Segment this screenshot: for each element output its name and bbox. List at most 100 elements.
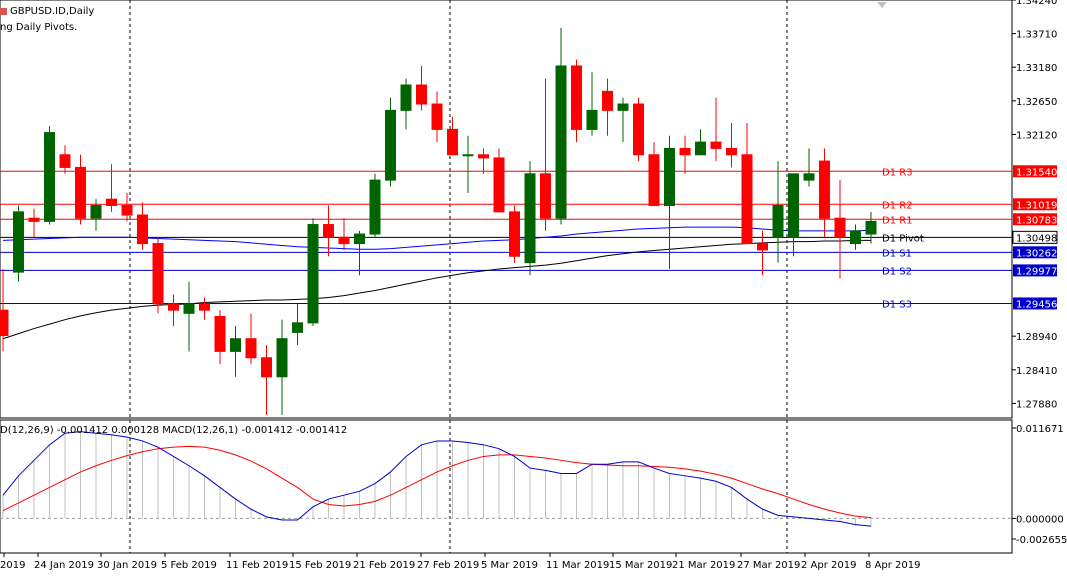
candle-body [28, 217, 40, 222]
indicator-label: ng Daily Pivots. [0, 22, 78, 33]
pivot-level-label: D1 R3 [882, 167, 913, 178]
date-axis-label: 2019 [0, 560, 25, 571]
candle-body [602, 90, 613, 111]
candle-body [230, 338, 241, 352]
candle-body [0, 309, 9, 337]
scroll-marker-icon [877, 2, 887, 8]
candle-body [648, 154, 660, 207]
candle-body [617, 103, 629, 111]
candle-body [524, 173, 536, 264]
price-axis-label: 1.33710 [1016, 30, 1057, 41]
candle-body [710, 141, 722, 149]
pivot-level-label: D1 S2 [882, 266, 912, 277]
pivot-level-label: D1 S3 [882, 299, 912, 310]
price-level-box [1013, 297, 1057, 310]
candle-body [261, 357, 272, 378]
price-axis-label: 1.27880 [1016, 399, 1057, 410]
macd-signal-line [2, 445, 872, 519]
candle-body [183, 303, 195, 314]
price-level-box [1013, 198, 1057, 211]
candle-body [540, 173, 551, 219]
candle-body [292, 322, 303, 333]
candle-body [478, 154, 489, 159]
candle-body [400, 84, 412, 111]
candle-body [679, 147, 691, 156]
candle-body [555, 65, 567, 219]
candle-body [369, 179, 381, 235]
macd-axis-label: 0.000000 [1016, 514, 1064, 525]
symbol-badge-icon [0, 7, 7, 15]
current-price-box [1012, 230, 1058, 244]
candle-body [245, 338, 257, 359]
candle-body [571, 65, 582, 130]
candle-body [276, 338, 288, 378]
candle-body [850, 230, 861, 245]
date-axis-label: 11 Mar 2019 [546, 560, 609, 571]
date-axis-label: 11 Feb 2019 [226, 560, 288, 571]
candle-body [695, 141, 706, 156]
candle-body [493, 157, 505, 213]
candle-body [726, 147, 737, 156]
date-axis-label: 21 Mar 2019 [672, 560, 735, 571]
macd-axis-label: -0.002655 [1016, 535, 1067, 546]
candle-body [741, 154, 753, 245]
pivot-level-label: D1 Pivot [882, 233, 924, 244]
candle-body [13, 211, 24, 273]
date-axis-label: 27 Feb 2019 [417, 560, 479, 571]
price-level-box-label: 1.30783 [1016, 215, 1057, 226]
candle-body [90, 205, 102, 219]
candle-body [865, 220, 877, 235]
candle-body [354, 233, 365, 245]
date-axis-label: 30 Jan 2019 [97, 560, 157, 571]
price-axis-label: 1.32120 [1016, 130, 1057, 141]
price-axis-label: 1.28940 [1016, 332, 1057, 343]
pivot-level-label: D1 R2 [882, 200, 913, 211]
price-level-box [1013, 264, 1057, 277]
main-panel-frame [0, 0, 1013, 419]
date-axis-label: 8 Apr 2019 [865, 560, 920, 571]
candle-body [834, 217, 846, 238]
candle-body [385, 109, 396, 181]
price-level-box-label: 1.29456 [1016, 299, 1057, 310]
candle-body [137, 214, 148, 245]
price-axis-label: 1.32650 [1016, 97, 1057, 108]
pivot-level-label: D1 S1 [882, 248, 912, 259]
candle-body [431, 103, 443, 130]
candle-body [59, 154, 71, 168]
macd-main-line [2, 431, 872, 527]
candle-body [168, 303, 179, 311]
date-axis-label: 15 Feb 2019 [289, 560, 351, 571]
macd-axis-label: 0.011671 [1016, 424, 1064, 435]
date-axis-label: 5 Feb 2019 [161, 560, 217, 571]
date-axis-label: 5 Mar 2019 [481, 560, 538, 571]
candle-body [447, 128, 458, 156]
candle-body [307, 224, 319, 324]
candle-body [44, 132, 55, 222]
price-axis-label: 1.28410 [1016, 366, 1057, 377]
candle-body [819, 160, 830, 219]
date-axis-label: 21 Feb 2019 [353, 560, 415, 571]
price-level-box [1013, 165, 1057, 178]
moving-average-long [2, 239, 871, 340]
price-level-box-label: 1.29977 [1016, 266, 1057, 277]
date-axis-label: 27 Mar 2019 [737, 560, 800, 571]
candle-body [664, 147, 675, 207]
candle-body [416, 84, 427, 105]
candle-body [788, 173, 799, 238]
candle-body [586, 109, 598, 130]
price-level-box [1013, 213, 1057, 226]
candle-body [509, 211, 520, 257]
date-axis-label: 15 Mar 2019 [609, 560, 672, 571]
candle-body [323, 224, 334, 238]
price-axis-label: 1.33180 [1016, 63, 1057, 74]
candle-body [803, 173, 815, 181]
chart-title: GBPUSD.ID,Daily [0, 6, 94, 17]
macd-panel-frame [0, 419, 1013, 554]
pivot-level-label: D1 R1 [882, 215, 913, 226]
candle-body [757, 243, 768, 251]
macd-label: D(12,26,9) -0.001412 0.000128 MACD(12,26… [0, 425, 348, 436]
price-level-box-label: 1.30262 [1016, 248, 1057, 259]
price-level-box [1013, 246, 1057, 259]
price-level-box-label: 1.31540 [1016, 167, 1057, 178]
